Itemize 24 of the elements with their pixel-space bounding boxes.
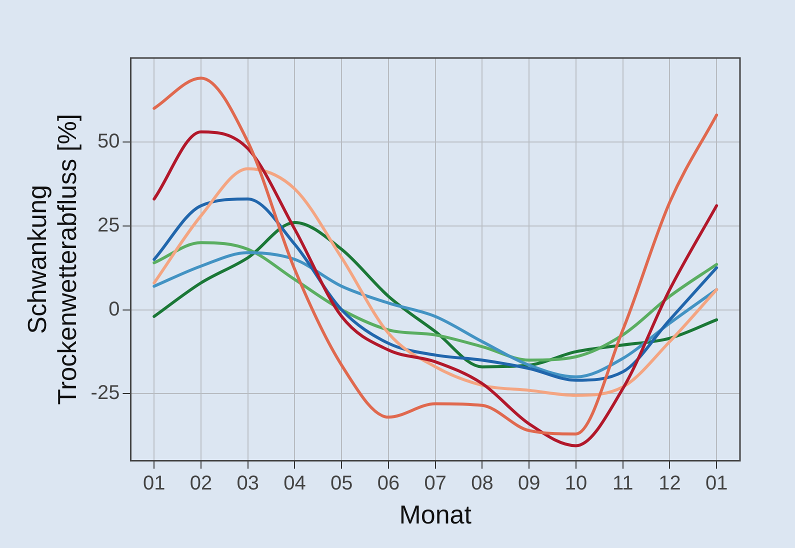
x-tick-label: 03 bbox=[236, 472, 260, 494]
x-tick-label: 10 bbox=[564, 472, 588, 494]
x-tick-label: 06 bbox=[377, 472, 400, 494]
y-tick-label: 50 bbox=[97, 130, 120, 152]
y-tick-label: 0 bbox=[108, 298, 120, 320]
line-series bbox=[152, 130, 718, 448]
x-tick-label: 11 bbox=[612, 472, 634, 494]
x-tick-label: 12 bbox=[658, 472, 681, 494]
line-series bbox=[152, 197, 718, 382]
y-tick-label: -25 bbox=[90, 382, 120, 404]
y-tick-label: 25 bbox=[97, 214, 120, 236]
x-tick-label: 08 bbox=[471, 472, 494, 494]
x-tick-label: 05 bbox=[330, 472, 353, 494]
x-tick-label: 07 bbox=[424, 472, 446, 494]
line-series bbox=[152, 76, 718, 436]
x-tick-label: 04 bbox=[284, 472, 306, 494]
y-axis-title: Schwankung Trockenwetterabfluss [%] bbox=[22, 114, 82, 405]
x-tick-label: 09 bbox=[518, 472, 540, 494]
x-tick-label: 01 bbox=[705, 472, 728, 494]
x-axis-title: Monat bbox=[399, 500, 472, 530]
x-tick-label: 01 bbox=[143, 472, 166, 494]
line-series bbox=[152, 167, 718, 397]
line-series bbox=[152, 251, 718, 378]
x-tick-label: 02 bbox=[190, 472, 212, 494]
